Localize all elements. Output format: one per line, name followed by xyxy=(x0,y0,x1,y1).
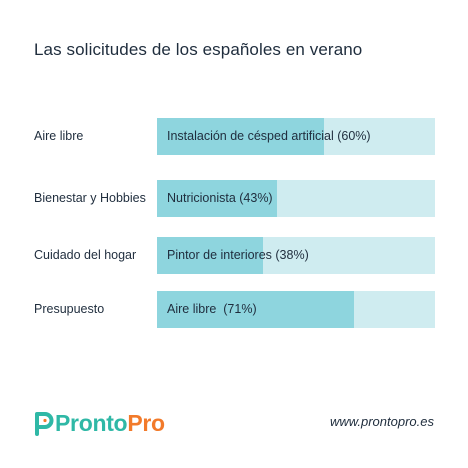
bar-track: Nutricionista (43%) xyxy=(157,180,435,217)
category-label: Aire libre xyxy=(34,129,84,143)
bar-value-label: Aire libre (71%) xyxy=(167,302,257,316)
bar-value-label: Nutricionista (43%) xyxy=(167,191,273,205)
logo-text-pronto: Pronto xyxy=(55,409,128,436)
prontopro-logo-icon xyxy=(35,412,54,436)
category-label: Bienestar y Hobbies xyxy=(34,191,146,205)
bar-track: Instalación de césped artificial (60%) xyxy=(157,118,435,155)
category-label: Presupuesto xyxy=(34,302,105,316)
bar-row: Presupuesto Aire libre (71%) xyxy=(0,291,468,328)
bar xyxy=(157,237,263,274)
website-url: www.prontopro.es xyxy=(329,414,434,429)
bar-value-label: Instalación de césped artificial (60%) xyxy=(167,129,371,143)
bar-row: Aire libre Instalación de césped artifici… xyxy=(0,118,468,155)
bar-track: Aire libre (71%) xyxy=(157,291,435,328)
prontopro-logo: ProntoPro xyxy=(34,408,165,438)
category-label: Cuidado del hogar xyxy=(34,248,137,262)
bar-row: Cuidado del hogar Pintor de interiores (3… xyxy=(0,237,468,274)
bar-track: Pintor de interiores (38%) xyxy=(157,237,435,274)
chart-title: Las solicitudes de los españoles en vera… xyxy=(34,40,363,59)
bar xyxy=(157,291,355,328)
bar-row: Bienestar y Hobbies Nutricionista (43%) xyxy=(0,180,468,217)
bar xyxy=(157,118,324,155)
bar-value-label: Pintor de interiores (38%) xyxy=(167,248,309,262)
logo-text-pro: Pro xyxy=(127,409,165,436)
bar xyxy=(157,180,277,217)
